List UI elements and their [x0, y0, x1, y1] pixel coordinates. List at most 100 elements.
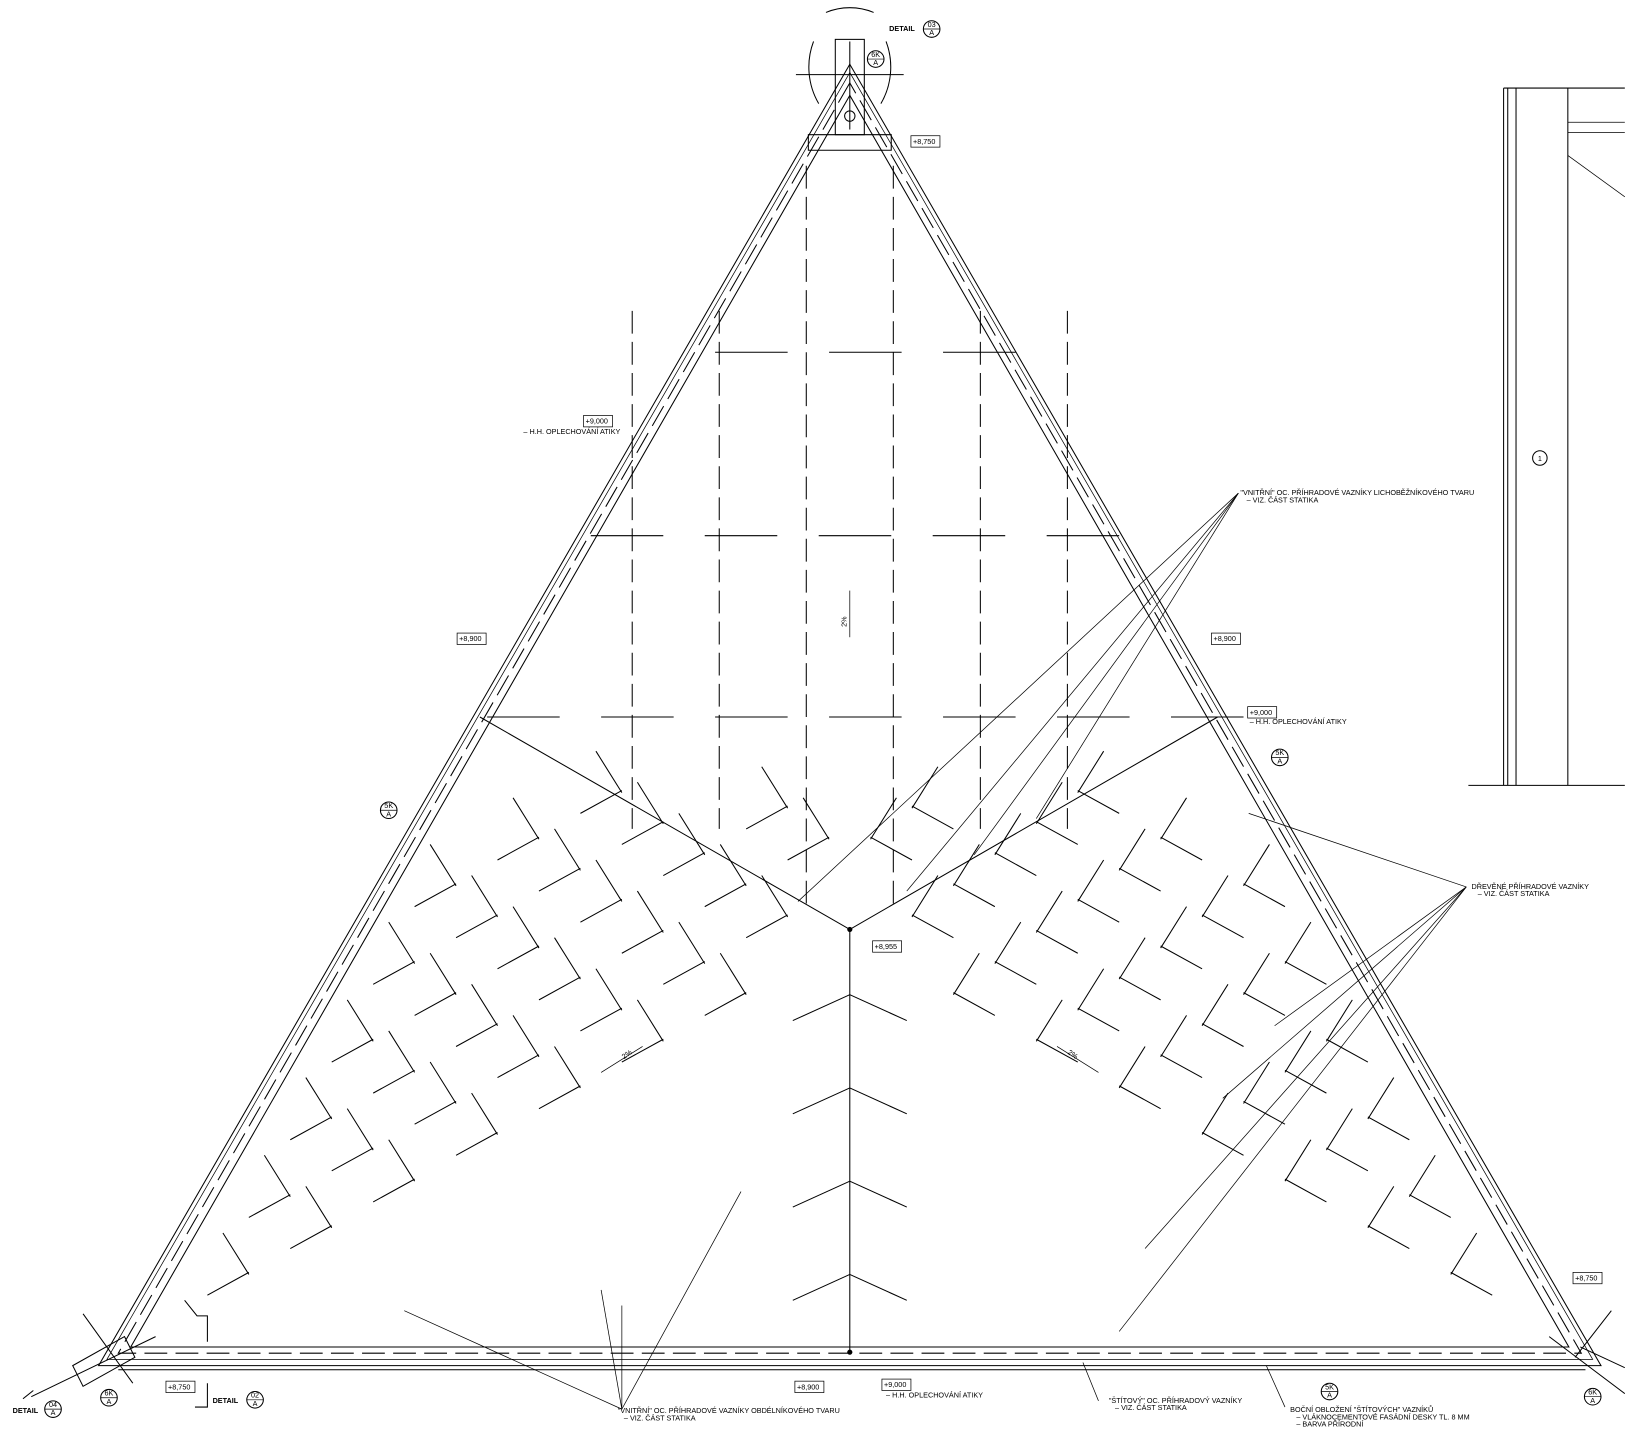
line	[1118, 886, 1467, 1332]
line	[1118, 937, 1146, 980]
detail-number: 04	[49, 1400, 57, 1409]
line	[797, 492, 1239, 902]
line	[1160, 797, 1187, 840]
line	[1243, 952, 1270, 995]
line	[429, 952, 457, 995]
line	[1077, 898, 1120, 923]
slope-label: 2%	[840, 616, 849, 627]
line	[704, 992, 747, 1016]
line	[787, 836, 830, 861]
line	[1284, 921, 1312, 964]
line	[554, 1046, 581, 1089]
line	[952, 844, 980, 887]
line	[745, 805, 788, 830]
line	[994, 813, 1022, 856]
line	[455, 914, 498, 939]
line	[1274, 886, 1467, 1027]
detail-number: 02	[251, 1391, 259, 1400]
line	[1450, 1232, 1478, 1275]
line	[1367, 1077, 1395, 1120]
detail-label: DETAIL	[13, 1406, 39, 1415]
detail-number: 03	[928, 20, 936, 29]
elevation-box	[1247, 706, 1278, 719]
line	[1326, 1147, 1369, 1172]
line	[372, 1178, 415, 1203]
line	[1160, 945, 1203, 970]
truss-pattern	[207, 165, 1493, 1301]
line	[346, 1108, 374, 1151]
line	[911, 805, 954, 830]
line	[207, 1271, 250, 1296]
line	[1325, 999, 1353, 1042]
elevation: +8,900	[797, 1382, 819, 1391]
elevation-box	[872, 940, 902, 953]
note-line: "VNITŘNÍ" OC. PŘÍHRADOVÉ VAZNÍKY OBDÉLNÍ…	[618, 1406, 840, 1415]
section-bottom: A	[1590, 1396, 1595, 1405]
line	[792, 1180, 851, 1208]
line	[1284, 961, 1327, 985]
line	[554, 937, 581, 980]
line	[429, 1061, 457, 1104]
line	[471, 984, 498, 1027]
line	[455, 1132, 498, 1156]
labels: DETAIL 03ADETAIL04ADETAIL02A+8,750+9,000+…	[13, 20, 1603, 1429]
line	[1201, 914, 1244, 939]
line	[595, 750, 623, 793]
elevation-box	[1572, 1272, 1603, 1285]
line	[512, 797, 540, 840]
line	[595, 859, 623, 902]
line	[580, 1007, 623, 1032]
line	[1284, 1030, 1312, 1073]
line	[1160, 1054, 1203, 1079]
line	[621, 929, 664, 954]
line	[1077, 750, 1105, 793]
line	[1077, 1007, 1120, 1032]
line	[745, 914, 788, 939]
elevation-box	[881, 1378, 912, 1391]
detail-sheet: A	[253, 1399, 258, 1408]
line	[636, 782, 664, 824]
line	[290, 1116, 332, 1141]
line	[994, 852, 1037, 876]
line	[580, 898, 623, 923]
line	[1201, 1092, 1229, 1135]
apex-detail	[795, 7, 904, 151]
line	[849, 1087, 908, 1115]
line	[372, 1069, 415, 1094]
line	[580, 790, 623, 814]
elevation-box	[165, 1380, 196, 1393]
line	[1118, 867, 1161, 892]
line	[663, 961, 705, 985]
line	[1243, 883, 1286, 908]
section-bottom: A	[107, 1397, 112, 1406]
detail-label: DETAIL	[213, 1396, 239, 1405]
line	[1284, 1178, 1327, 1203]
line	[719, 844, 747, 887]
section-top: 6K	[1588, 1387, 1597, 1396]
line	[849, 1180, 908, 1208]
note-line: – BARVA PŘÍRODNÍ	[1296, 1420, 1363, 1429]
line	[305, 1186, 333, 1229]
note-line: "VNITŘNÍ" OC. PŘÍHRADOVÉ VAZNÍKY LICHOBĚ…	[1240, 488, 1474, 497]
line	[1222, 886, 1467, 1099]
section-bottom: A	[1277, 756, 1282, 765]
line	[1036, 821, 1078, 845]
line	[1082, 1362, 1099, 1401]
detail-label: DETAIL	[889, 24, 915, 33]
elevation-box	[583, 415, 613, 428]
line	[1409, 1194, 1452, 1218]
elevation: +9,000	[1250, 708, 1272, 717]
line	[1144, 886, 1467, 1249]
line	[554, 828, 581, 871]
line	[870, 797, 897, 840]
line	[414, 1100, 457, 1125]
line	[595, 968, 623, 1011]
line	[636, 999, 664, 1042]
ridge-lines	[479, 716, 1218, 1355]
line	[911, 875, 939, 918]
line	[1367, 1116, 1410, 1141]
line	[1325, 1108, 1353, 1151]
note-line: – VIZ. ČÁST STATIKA	[624, 1413, 696, 1422]
line	[792, 994, 851, 1022]
right-elevation	[1468, 87, 1625, 786]
